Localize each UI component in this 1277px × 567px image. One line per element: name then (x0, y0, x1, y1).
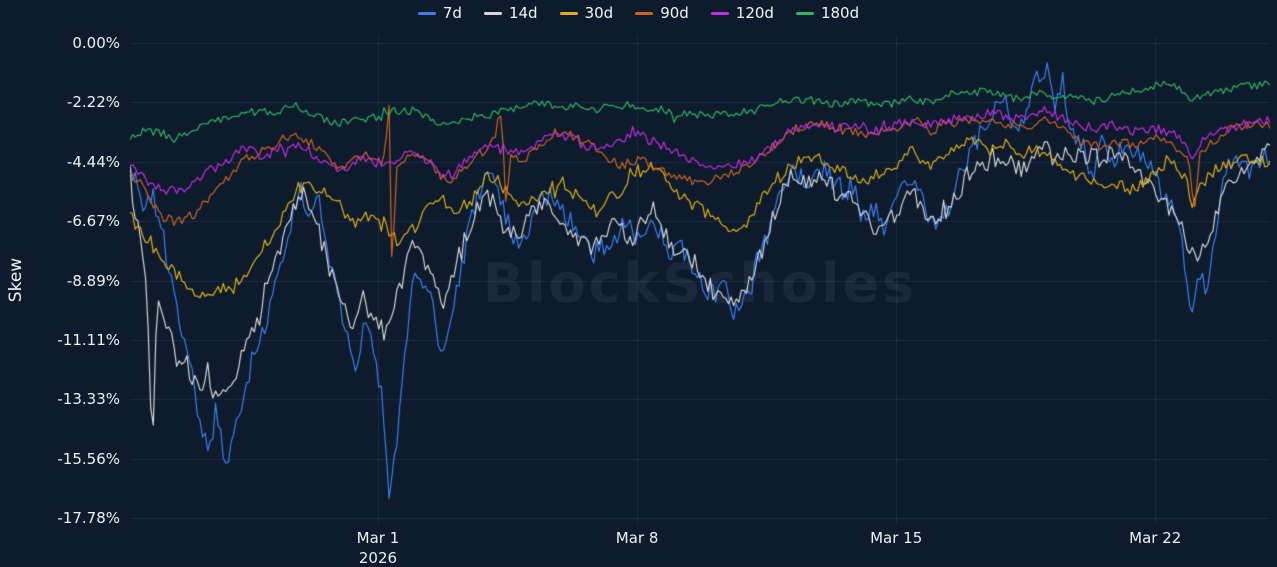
legend-item-120d[interactable]: 120d (710, 4, 774, 22)
legend-swatch-120d-icon (710, 11, 729, 15)
legend-item-14d[interactable]: 14d (483, 4, 538, 22)
x-tick-label: Mar 8 (615, 529, 659, 547)
legend-label-30d: 30d (584, 4, 614, 22)
legend-swatch-90d-icon (635, 11, 654, 15)
legend-item-180d[interactable]: 180d (795, 4, 860, 22)
legend-label-7d: 7d (442, 4, 462, 22)
y-tick-label: -8.89% (66, 271, 120, 290)
legend-item-7d[interactable]: 7d (417, 4, 462, 22)
chart-legend: 7d 14d 30d 90d 120d 180d (0, 4, 1277, 22)
legend-swatch-180d-icon (795, 11, 814, 15)
legend-label-14d: 14d (508, 4, 538, 22)
y-tick-label: -13.33% (57, 390, 120, 409)
legend-label-90d: 90d (660, 4, 689, 22)
legend-swatch-14d-icon (483, 11, 502, 15)
legend-swatch-7d-icon (417, 11, 436, 15)
legend-item-90d[interactable]: 90d (635, 4, 689, 22)
y-tick-label: 0.00% (72, 34, 120, 53)
legend-label-120d: 120d (735, 4, 774, 22)
y-tick-label: -15.56% (57, 449, 120, 468)
y-tick-label: -11.11% (57, 330, 120, 349)
x-tick-label: Mar 22 (1129, 529, 1182, 547)
y-tick-label: -4.44% (66, 152, 120, 171)
x-tick-label: Mar 1 2026 (356, 529, 400, 567)
y-tick-label: -6.67% (66, 212, 120, 231)
y-axis-title: Skew (6, 257, 26, 303)
legend-item-30d[interactable]: 30d (559, 4, 614, 22)
y-tick-label: -17.78% (57, 509, 120, 528)
x-tick-label: Mar 15 (870, 529, 923, 547)
y-tick-label: -2.22% (66, 93, 120, 112)
legend-label-180d: 180d (820, 4, 860, 22)
legend-swatch-30d-icon (559, 11, 578, 15)
